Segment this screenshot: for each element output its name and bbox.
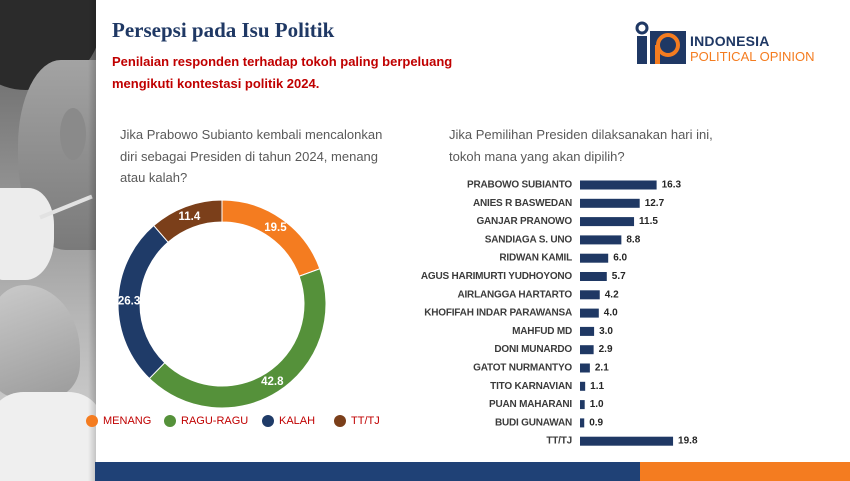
bar-value-label-tt-tj: 19.8: [678, 436, 698, 447]
donut-legend: MENANG RAGU-RAGU KALAH TT/TJ: [86, 413, 396, 429]
bar-category-label-gatot-nurmantyo: GATOT NURMANTYO: [473, 363, 572, 374]
bar-anies-r-baswedan: [580, 198, 640, 208]
bar-category-label-agus-harimurti-yudhoyono: AGUS HARIMURTI YUDHOYONO: [421, 271, 573, 282]
bar-category-label-ridwan-kamil: RIDWAN KAMIL: [499, 253, 572, 264]
bar-chart: PRABOWO SUBIANTO 16.3 ANIES R BASWEDAN 12.7…: [421, 180, 698, 447]
bar-value-label-airlangga-hartarto: 4.2: [605, 289, 619, 300]
subtitle-line: mengikuti kontestasi politik 2024.: [112, 76, 320, 91]
bar-value-label-agus-harimurti-yudhoyono: 5.7: [612, 271, 626, 282]
page-subtitle: Penilaian responden terhadap tokoh palin…: [112, 51, 452, 95]
bar-category-label-ganjar-pranowo: GANJAR PRANOWO: [476, 216, 572, 227]
legend-swatch: [86, 415, 98, 427]
legend-swatch: [262, 415, 274, 427]
background-photo: [0, 0, 96, 481]
bar-category-label-sandiaga-s-uno: SANDIAGA S. UNO: [485, 234, 573, 245]
page-title: Persepsi pada Isu Politik: [112, 18, 335, 42]
bar-value-label-ganjar-pranowo: 11.5: [639, 216, 658, 227]
legend-swatch: [334, 415, 346, 427]
donut-segment-menang: [221, 199, 321, 277]
bar-value-label-mahfud-md: 3.0: [599, 326, 613, 337]
bar-category-label-khofifah-indar-parawansa: KHOFIFAH INDAR PARAWANSA: [424, 308, 572, 319]
subtitle-line: Penilaian responden terhadap tokoh palin…: [112, 54, 453, 69]
bar-tt-tj: [580, 436, 674, 446]
donut-value-label-kalah: 26.3: [118, 295, 140, 307]
bar-category-label-doni-munardo: DONI MUNARDO: [494, 344, 572, 355]
bar-tito-karnavian: [580, 381, 586, 391]
photo-mask: [0, 188, 54, 280]
bar-agus-harimurti-yudhoyono: [580, 272, 607, 281]
bar-sandiaga-s-uno: [580, 235, 622, 245]
bar-value-label-gatot-nurmantyo: 2.1: [595, 363, 609, 374]
bar-category-label-puan-maharani: PUAN MAHARANI: [489, 399, 572, 410]
bar-category-label-budi-gunawan: BUDI GUNAWAN: [495, 417, 572, 428]
bar-question: Jika Pemilihan Presiden dilaksanakan har…: [449, 124, 713, 167]
bar-value-label-tito-karnavian: 1.1: [590, 381, 604, 392]
donut-value-label-tt-tj: 11.4: [179, 211, 201, 223]
question-line: tokoh mana yang akan dipilih?: [449, 148, 625, 164]
photo-edge-shade: [88, 0, 96, 481]
legend-label: TT/TJ: [351, 415, 380, 427]
bar-value-label-puan-maharani: 1.0: [590, 399, 604, 410]
donut-segment-ragu-ragu: [148, 268, 327, 409]
photo-ear: [60, 108, 86, 160]
legend-swatch: [164, 415, 176, 427]
question-line: Jika Pemilihan Presiden dilaksanakan har…: [449, 127, 713, 142]
donut-value-label-menang: 19.5: [264, 222, 287, 234]
bar-value-label-doni-munardo: 2.9: [599, 344, 613, 355]
logo-text-political-opinion: POLITICAL OPINION: [690, 49, 815, 64]
bar-category-label-prabowo-subianto: PRABOWO SUBIANTO: [467, 180, 572, 191]
bar-mahfud-md: [580, 326, 595, 336]
bar-airlangga-hartarto: [580, 290, 600, 300]
bar-category-label-tito-karnavian: TITO KARNAVIAN: [490, 381, 572, 392]
question-line: diri sebagai Presiden di tahun 2024, men…: [120, 148, 379, 164]
bar-prabowo-subianto: [580, 180, 657, 190]
bar-category-label-airlangga-hartarto: AIRLANGGA HARTARTO: [457, 289, 572, 300]
bar-category-label-anies-r-baswedan: ANIES R BASWEDAN: [473, 198, 572, 209]
bar-ganjar-pranowo: [580, 217, 635, 227]
footer-bar-navy: [95, 462, 640, 481]
bar-gatot-nurmantyo: [580, 363, 590, 373]
bar-ridwan-kamil: [580, 253, 609, 263]
logo-mark-icon: [632, 20, 688, 66]
bar-value-label-ridwan-kamil: 6.0: [613, 253, 627, 264]
footer-bar-orange: [640, 462, 850, 481]
donut-question: Jika Prabowo Subianto kembali mencalonka…: [120, 124, 382, 189]
question-line: Jika Prabowo Subianto kembali mencalonka…: [120, 127, 383, 142]
legend-label: MENANG: [103, 415, 152, 427]
bar-value-label-anies-r-baswedan: 12.7: [645, 198, 665, 209]
bar-value-label-prabowo-subianto: 16.3: [662, 180, 682, 191]
legend-label: RAGU-RAGU: [181, 415, 249, 427]
bar-category-label-mahfud-md: MAHFUD MD: [512, 326, 572, 337]
bar-budi-gunawan: [580, 418, 585, 428]
photo-hand: [0, 285, 80, 397]
question-line: atau kalah?: [120, 170, 188, 185]
bar-doni-munardo: [580, 345, 594, 355]
bar-puan-maharani: [580, 400, 585, 410]
bar-category-label-tt-tj: TT/TJ: [546, 436, 572, 447]
logo-text-indonesia: INDONESIA: [690, 33, 770, 49]
logo: INDONESIA POLITICAL OPINION: [632, 20, 832, 68]
bar-value-label-sandiaga-s-uno: 8.8: [626, 234, 640, 245]
bar-value-label-budi-gunawan: 0.9: [589, 417, 603, 428]
donut-value-label-ragu-ragu: 42.8: [261, 376, 284, 388]
legend-label: KALAH: [279, 415, 316, 427]
donut-segment-tt-tj: [153, 199, 223, 243]
donut-chart: 19.5 42.8 26.3 11.4: [117, 199, 327, 409]
photo-shirt: [0, 392, 96, 481]
bar-value-label-khofifah-indar-parawansa: 4.0: [604, 308, 618, 319]
bar-khofifah-indar-parawansa: [580, 308, 599, 318]
